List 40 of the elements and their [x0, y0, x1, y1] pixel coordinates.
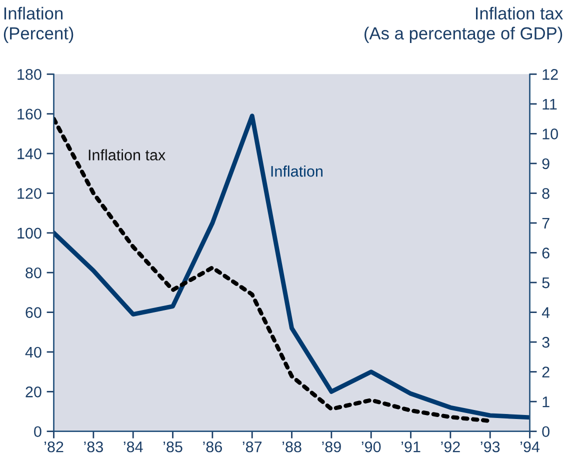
y2-axis-title: Inflation tax (As a percentage of GDP) — [364, 6, 563, 43]
y-axis-title: Inflation (Percent) — [4, 6, 74, 43]
y2-tick-label: 3 — [542, 336, 550, 348]
y-tick-label: 100 — [18, 228, 42, 239]
y-tick-label: 160 — [18, 108, 42, 120]
series-label: Inflation — [271, 166, 322, 177]
x-tick-label: ’84 — [124, 441, 143, 452]
y2-tick-label: 5 — [542, 278, 550, 288]
y2-tick-label: 9 — [542, 158, 550, 170]
y-tick-label: 180 — [18, 69, 42, 80]
y2-tick-label: 1 — [542, 396, 550, 408]
y2-tick-label: 10 — [542, 128, 558, 140]
x-tick-label: ’87 — [242, 441, 262, 452]
x-tick-label: ’92 — [441, 441, 460, 452]
y2-tick-label: 6 — [542, 248, 550, 258]
x-tick-label: ’83 — [84, 441, 103, 452]
y-tick-label: 80 — [26, 267, 42, 278]
y2-tick-label: 12 — [542, 69, 558, 80]
x-tick-label: ’93 — [480, 441, 500, 452]
x-tick-label: ’82 — [44, 441, 64, 452]
x-tick-label: ’91 — [402, 441, 420, 452]
y-tick-label: 20 — [26, 386, 42, 398]
x-tick-label: ’94 — [520, 441, 540, 452]
x-tick-label: ’90 — [362, 441, 381, 452]
y-tick-label: 120 — [18, 188, 42, 199]
y2-tick-label: 0 — [542, 426, 550, 438]
y-tick-label: 140 — [18, 148, 42, 160]
x-tick-label: ’85 — [164, 441, 182, 452]
y2-tick-label: 8 — [542, 188, 550, 199]
y-tick-label: 60 — [26, 307, 42, 318]
x-tick-label: ’89 — [322, 441, 341, 452]
y2-tick-label: 11 — [542, 98, 557, 110]
y2-tick-label: 2 — [542, 366, 550, 378]
y2-tick-label: 4 — [542, 307, 550, 318]
series-label: Inflation tax — [88, 149, 166, 160]
y-tick-label: 40 — [25, 346, 42, 358]
y-tick-label: 0 — [34, 426, 42, 438]
y2-tick-label: 7 — [542, 218, 550, 229]
x-tick-label: ’88 — [282, 441, 302, 452]
x-tick-label: ’86 — [203, 441, 222, 452]
